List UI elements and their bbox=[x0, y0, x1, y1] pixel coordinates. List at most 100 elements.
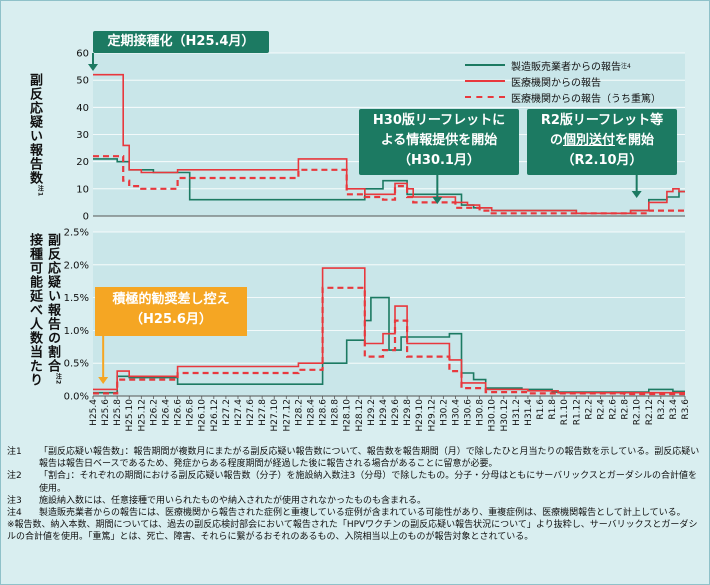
x-tick-label: R2.10 bbox=[633, 399, 643, 426]
top-y-tick-label: 0 bbox=[83, 212, 89, 223]
note-text: ※報告数、納入本数、期間については、過去の副反応検討部会において報告された「HP… bbox=[7, 520, 698, 543]
note-label: 注4 bbox=[7, 508, 22, 519]
top-y-tick-label: 50 bbox=[76, 76, 89, 87]
note-3: 注3 施設納入数には、任意接種で用いられたものや納入されたが使用されなかったものも… bbox=[7, 495, 705, 507]
x-tick-label: H30.2 bbox=[439, 399, 449, 426]
x-tick-label: R2.2 bbox=[584, 399, 594, 420]
bottom-y-tick-label: 0.0% bbox=[64, 392, 89, 403]
x-tick-label: H28.6 bbox=[319, 399, 329, 426]
note-2: 注2 「割合」：それぞれの期間における副反応疑い報告数（分子）を施設納入数注3（分… bbox=[7, 470, 705, 494]
x-tick-label: H29.6 bbox=[391, 399, 401, 426]
x-tick-label: H25.12 bbox=[137, 399, 147, 432]
x-tick-label: H28.8 bbox=[331, 399, 341, 426]
legend-swatch-mfr bbox=[465, 64, 505, 66]
arrow-h30-head bbox=[432, 197, 443, 204]
x-tick-label: H30.12 bbox=[500, 399, 510, 432]
arrow-r2-head bbox=[631, 191, 642, 198]
x-tick-label: H26.6 bbox=[174, 399, 184, 426]
bottom-y-title-1: 副反応疑い報告の割合注2 bbox=[45, 233, 62, 386]
x-tick-label: H28.4 bbox=[306, 399, 316, 426]
x-tick-label: H28.10 bbox=[343, 399, 353, 432]
x-tick-label: H29.8 bbox=[403, 399, 413, 426]
x-tick-label: R1.8 bbox=[548, 399, 558, 420]
x-tick-label: H30.6 bbox=[464, 399, 474, 426]
top-y-tick-label: 40 bbox=[76, 103, 89, 114]
bottom-series-med bbox=[93, 267, 685, 394]
legend-swatch-med bbox=[465, 80, 505, 82]
top-series-med-serious bbox=[93, 155, 687, 215]
x-tick-label: H27.4 bbox=[234, 399, 244, 426]
x-tick-label: H26.8 bbox=[186, 399, 196, 426]
note-text: 「割合」：それぞれの期間における副反応疑い報告数（分子）を施設納入数注3（分母）… bbox=[39, 471, 698, 494]
note-label: 注1 bbox=[7, 447, 22, 457]
x-tick-label: H26.2 bbox=[149, 399, 159, 426]
bottom-y-tick-label: 0.5% bbox=[64, 359, 89, 370]
x-tick-label: R2.6 bbox=[609, 399, 619, 420]
x-tick-label: H31.2 bbox=[512, 399, 522, 426]
arrow-routine-head bbox=[88, 64, 98, 71]
notes: 注1 「副反応疑い報告数」：報告期間が複数月にまたがる副反応疑い報告数について、報… bbox=[7, 446, 705, 544]
x-tick-label: R3.4 bbox=[669, 399, 679, 420]
bottom-y-tick-label: 2.0% bbox=[64, 260, 89, 271]
note-text: 「副反応疑い報告数」：報告期間が複数月にまたがる副反応疑い報告数について、報告数… bbox=[39, 447, 700, 470]
x-tick-label: H28.12 bbox=[355, 399, 365, 432]
top-series-med bbox=[93, 73, 685, 215]
x-tick-label: H29.12 bbox=[427, 399, 437, 432]
x-tick-label: H25.8 bbox=[113, 399, 123, 426]
x-tick-label: R3.6 bbox=[681, 399, 691, 420]
x-tick-label: H28.2 bbox=[294, 399, 304, 426]
x-tick-label: H27.8 bbox=[258, 399, 268, 426]
legend-item-med: 医療機関からの報告 bbox=[465, 73, 661, 89]
callout-routine: 定期接種化（H25.4月） bbox=[93, 31, 269, 53]
x-tick-label: R2.4 bbox=[596, 399, 606, 420]
top-y-tick-label: 60 bbox=[76, 49, 89, 60]
x-tick-label: H26.10 bbox=[198, 399, 208, 432]
x-tick-label: H27.2 bbox=[222, 399, 232, 426]
note-text: 施設納入数には、任意接種で用いられたものや納入されたが使用されなかったものも含ま… bbox=[39, 495, 427, 506]
bottom-y-tick-label: 1.5% bbox=[64, 293, 89, 304]
note-5: ※報告数、納入本数、期間については、過去の副反応検討部会において報告された「HP… bbox=[7, 519, 705, 543]
x-tick-label: H26.12 bbox=[210, 399, 220, 432]
arrow-suspend-head bbox=[98, 377, 109, 384]
x-tick-label: H30.10 bbox=[488, 399, 498, 432]
legend: 製造販売業者からの報告 注4 医療機関からの報告 医療機関からの報告（うち重篤） bbox=[465, 57, 661, 105]
note-4: 注4 製造販売業者からの報告には、医療機関から報告された症例と重複している症例が含… bbox=[7, 507, 705, 519]
note-label: 注3 bbox=[7, 495, 22, 506]
bottom-y-tick-label: 1.0% bbox=[64, 326, 89, 337]
callout-r2: R2版リーフレット等 の個別送付を開始 （R2.10月） bbox=[527, 109, 677, 175]
x-tick-label: H25.4 bbox=[89, 399, 99, 426]
x-tick-label: H27.10 bbox=[270, 399, 280, 432]
legend-swatch-med-serious bbox=[465, 96, 505, 98]
x-tick-label: H29.10 bbox=[415, 399, 425, 432]
legend-item-mfr: 製造販売業者からの報告 注4 bbox=[465, 57, 661, 73]
x-tick-label: H27.12 bbox=[282, 399, 292, 432]
legend-item-med-serious: 医療機関からの報告（うち重篤） bbox=[465, 89, 661, 105]
top-y-tick-label: 10 bbox=[76, 184, 89, 195]
note-text: 製造販売業者からの報告には、医療機関から報告された症例と重複している症例が含まれ… bbox=[39, 508, 686, 519]
x-tick-label: H29.4 bbox=[379, 399, 389, 426]
x-tick-label: H26.4 bbox=[161, 399, 171, 426]
callout-suspend: 積極的勧奨差し控え （H25.6月） bbox=[95, 287, 247, 336]
x-tick-label: R2.12 bbox=[645, 399, 655, 425]
bottom-y-title-2: 接種可能延べ人数当たり bbox=[27, 233, 42, 387]
bottom-series-mfr bbox=[93, 296, 685, 394]
top-y-tick-label: 20 bbox=[76, 157, 89, 168]
x-tick-label: R1.6 bbox=[536, 399, 546, 420]
bottom-y-tick-label: 2.5% bbox=[64, 228, 89, 239]
x-tick-label: R1.12 bbox=[572, 399, 582, 425]
x-tick-label: R3.2 bbox=[657, 399, 667, 420]
x-tick-label: H30.8 bbox=[476, 399, 486, 426]
x-tick-label: R1.10 bbox=[560, 399, 570, 426]
x-tick-label: H29.2 bbox=[367, 399, 377, 426]
x-tick-label: H25.6 bbox=[101, 399, 111, 426]
x-tick-label: R2.8 bbox=[621, 399, 631, 420]
x-tick-label: H30.4 bbox=[451, 399, 461, 426]
charts-svg: 0 10 20 30 40 50 60 0.0% 0.5% 1.0% 1.5% 2.0% 2.5% H25… bbox=[64, 49, 691, 432]
x-tick-label: H25.10 bbox=[125, 399, 135, 432]
top-y-tick-label: 30 bbox=[76, 130, 89, 141]
note-label: 注2 bbox=[7, 471, 22, 482]
x-tick-label: H31.4 bbox=[524, 399, 534, 426]
note-1: 注1 「副反応疑い報告数」：報告期間が複数月にまたがる副反応疑い報告数について、報… bbox=[7, 446, 705, 470]
top-y-title: 副反応疑い報告数注1 bbox=[27, 73, 44, 198]
